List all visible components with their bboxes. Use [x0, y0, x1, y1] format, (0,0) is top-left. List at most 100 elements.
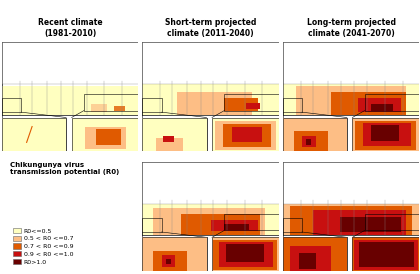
Bar [352, 237, 419, 271]
Bar [283, 218, 302, 232]
Bar [71, 118, 139, 152]
Bar [365, 94, 419, 111]
Bar [219, 242, 273, 267]
Bar [2, 118, 66, 152]
Bar [165, 259, 171, 264]
Bar [85, 127, 126, 149]
Bar [142, 237, 207, 271]
Bar [142, 118, 207, 152]
Bar [153, 251, 187, 271]
Title: Recent climate
(1981-2010): Recent climate (1981-2010) [38, 18, 102, 38]
Bar [2, 98, 21, 112]
Bar [84, 94, 139, 111]
Bar [142, 218, 162, 232]
Bar [162, 255, 175, 267]
Bar [283, 158, 419, 235]
Bar [297, 86, 406, 115]
Bar [294, 131, 328, 152]
Bar [290, 246, 331, 271]
Bar [283, 81, 419, 115]
Bar [283, 2, 419, 84]
Bar [224, 213, 279, 230]
Bar [358, 98, 402, 112]
Text: RCP8.5: RCP8.5 [145, 159, 172, 168]
Bar [142, 158, 279, 235]
Bar [2, 86, 139, 115]
Bar [212, 118, 279, 152]
Bar [142, 84, 279, 115]
Bar [2, 38, 139, 115]
Bar [352, 237, 419, 271]
Bar [142, 237, 207, 271]
Bar [212, 237, 279, 271]
Bar [283, 237, 347, 271]
Bar [213, 239, 278, 270]
Bar [91, 104, 107, 112]
Bar [359, 242, 414, 267]
Bar [283, 118, 347, 152]
Bar [283, 237, 347, 271]
Bar [283, 237, 347, 271]
Bar [283, 38, 419, 115]
Bar [283, 122, 419, 204]
Bar [142, 203, 279, 235]
Bar [212, 118, 279, 152]
Bar [232, 127, 262, 142]
Bar [313, 210, 406, 235]
Bar [163, 136, 174, 142]
Bar [71, 118, 139, 152]
Bar [2, 2, 139, 84]
Bar [365, 213, 419, 230]
Text: RCP8.5: RCP8.5 [286, 159, 312, 168]
Bar [142, 118, 207, 152]
Text: RCP4.5: RCP4.5 [145, 39, 172, 48]
Bar [96, 129, 121, 145]
Bar [71, 118, 139, 152]
Bar [114, 106, 125, 111]
Legend: R0<=0.5, 0.5 < R0 <=0.7, 0.7 < R0 <=0.9, 0.9 < R0 <=1.0, R0>1.0: R0<=0.5, 0.5 < R0 <=0.7, 0.7 < R0 <=0.9,… [10, 225, 76, 267]
Bar [142, 98, 162, 112]
Bar [306, 139, 312, 145]
Bar [340, 217, 402, 232]
Bar [299, 253, 315, 269]
Bar [283, 98, 302, 112]
Bar [142, 2, 279, 84]
Bar [223, 124, 270, 147]
Title: Short-term projected
climate (2011-2040): Short-term projected climate (2011-2040) [165, 18, 256, 38]
Bar [283, 118, 347, 152]
Bar [181, 213, 260, 235]
Bar [156, 138, 184, 152]
Bar [2, 118, 66, 152]
Bar [246, 103, 260, 109]
Text: RCP4.5: RCP4.5 [286, 39, 312, 48]
Bar [212, 118, 279, 152]
Bar [283, 201, 419, 235]
Bar [211, 220, 258, 231]
Bar [354, 239, 418, 270]
Bar [290, 206, 412, 235]
Bar [302, 136, 315, 147]
Bar [142, 38, 279, 115]
Bar [352, 118, 419, 152]
Title: Long-term projected
climate (2041-2070): Long-term projected climate (2041-2070) [307, 18, 396, 38]
Bar [215, 121, 276, 150]
Bar [352, 118, 419, 152]
Bar [355, 121, 417, 150]
Bar [176, 92, 252, 115]
Bar [371, 125, 399, 141]
Text: Chikungunya virus
transmission potential (R0): Chikungunya virus transmission potential… [10, 162, 120, 175]
Bar [142, 122, 279, 204]
Bar [212, 237, 279, 271]
Bar [224, 94, 279, 111]
Bar [363, 123, 411, 146]
Bar [331, 92, 406, 115]
Bar [153, 208, 265, 235]
Bar [352, 118, 419, 152]
Bar [2, 118, 66, 152]
Bar [224, 224, 249, 230]
Bar [371, 104, 393, 111]
Bar [283, 118, 347, 152]
Bar [212, 237, 279, 271]
Bar [142, 237, 207, 271]
Bar [142, 118, 207, 152]
